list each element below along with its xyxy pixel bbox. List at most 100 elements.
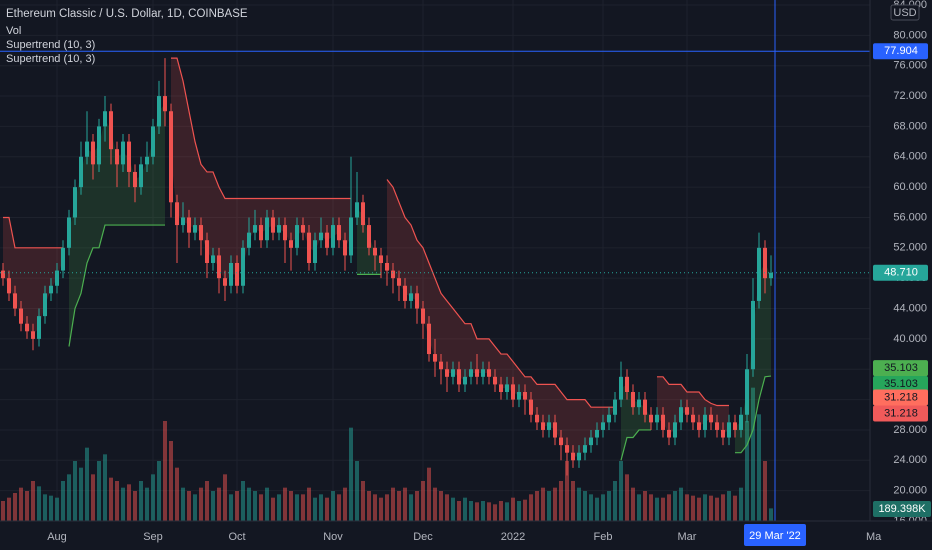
candle-body <box>157 96 161 127</box>
candle-body <box>637 399 641 408</box>
volume-bar <box>301 494 305 521</box>
candle-body <box>427 323 431 355</box>
candle-body <box>553 422 557 438</box>
volume-bar <box>361 481 365 521</box>
candle-body <box>19 308 23 324</box>
candle-body <box>337 225 341 241</box>
volume-bar <box>73 461 77 521</box>
volume-bar <box>133 491 137 521</box>
candle-body <box>673 422 677 438</box>
supertrend-badge-text: 31.218 <box>884 391 918 403</box>
candle-body <box>691 414 695 423</box>
crosshair-date: 29 Mar '22 <box>749 530 801 542</box>
volume-bar <box>49 495 53 521</box>
volume-bar <box>511 497 515 521</box>
supertrend-badge: 31.218 <box>873 405 928 422</box>
volume-bar <box>157 461 161 521</box>
volume-bar <box>217 487 221 521</box>
candle-body <box>181 217 185 226</box>
candle-body <box>247 232 251 248</box>
volume-bar <box>565 461 569 521</box>
candle-body <box>79 156 83 188</box>
volume-bar <box>175 467 179 521</box>
volume-bar <box>535 491 539 521</box>
volume-bar <box>91 474 95 521</box>
volume-bar <box>571 481 575 521</box>
x-tick-label: Sep <box>143 531 163 543</box>
volume-bar <box>115 481 119 521</box>
candle-body <box>73 187 77 218</box>
candle-body <box>445 369 449 377</box>
volume-bar <box>757 414 761 521</box>
volume-bar <box>139 481 143 521</box>
volume-badge-bg <box>873 501 931 517</box>
crosshair-price-badge: 77.904 <box>873 43 928 60</box>
candle-body <box>241 247 245 286</box>
candle-body <box>583 445 587 453</box>
volume-bar <box>499 501 503 521</box>
candle-body <box>559 437 563 446</box>
volume-bar <box>481 501 485 521</box>
candle-body <box>565 445 569 453</box>
volume-bar <box>331 491 335 521</box>
y-tick-label: 60.000 <box>893 181 927 193</box>
volume-bar <box>655 497 659 521</box>
candle-body <box>319 232 323 241</box>
volume-bar <box>541 487 545 521</box>
candle-body <box>715 422 719 430</box>
candle-body <box>217 255 221 279</box>
candle-body <box>631 392 635 408</box>
x-tick-label: 2022 <box>501 531 525 543</box>
candle-body <box>133 171 137 188</box>
candle-body <box>127 141 131 172</box>
volume-bar <box>619 461 623 521</box>
y-tick-label: 76.000 <box>893 60 927 72</box>
candle-body <box>253 225 257 233</box>
volume-bar <box>517 501 521 521</box>
candle-body <box>475 369 479 377</box>
candle-body <box>505 384 509 392</box>
candle-body <box>169 111 173 203</box>
candle-body <box>619 376 623 400</box>
candle-body <box>385 263 389 271</box>
supertrend-badge: 35.103 <box>873 376 928 393</box>
volume-bar <box>181 487 185 521</box>
y-tick-label: 44.000 <box>893 302 927 314</box>
candle-body <box>433 354 437 362</box>
candle-body <box>91 141 95 165</box>
volume-bar <box>7 497 11 521</box>
supertrend-badge-bg <box>873 405 928 422</box>
supertrend-line <box>386 179 615 408</box>
supertrend-badge-bg <box>873 360 928 377</box>
volume-bar <box>421 481 425 521</box>
candle-body <box>67 217 71 248</box>
candle-body <box>667 429 671 438</box>
candle-body <box>487 369 491 377</box>
candle-body <box>55 270 59 286</box>
last-price-badge-bg <box>873 264 928 281</box>
volume-bar <box>493 504 497 521</box>
supertrend-badge: 35.103 <box>873 360 928 377</box>
candle-body <box>541 422 545 430</box>
candle-body <box>451 369 455 377</box>
volume-bar <box>1 501 5 521</box>
candle-body <box>193 225 197 233</box>
volume-bar <box>325 497 329 521</box>
volume-bar <box>745 421 749 521</box>
candle-body <box>739 414 743 430</box>
supertrend-badge-bg <box>873 376 928 393</box>
candle-body <box>43 293 47 317</box>
supertrend-badge-text: 35.103 <box>884 362 918 374</box>
price-scale <box>870 0 932 521</box>
volume-bar <box>247 487 251 521</box>
candle-body <box>499 384 503 392</box>
candle-body <box>493 376 497 385</box>
last-price-badge-text: 48.710 <box>884 267 918 279</box>
trend-fill <box>621 384 651 461</box>
candle-body <box>409 293 413 301</box>
volume-bar <box>505 502 509 521</box>
volume-bar <box>367 491 371 521</box>
volume-bar <box>709 495 713 521</box>
volume-bar <box>679 487 683 521</box>
